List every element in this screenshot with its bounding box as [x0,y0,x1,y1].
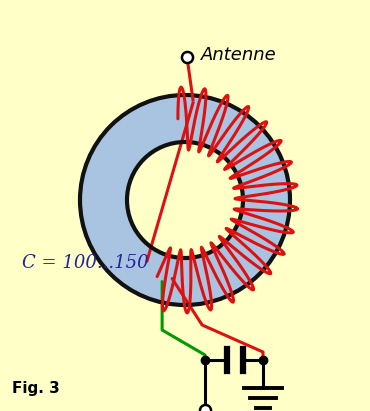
Circle shape [80,95,290,305]
Text: C = 100...150: C = 100...150 [22,254,149,272]
Text: Fig. 3: Fig. 3 [12,381,60,396]
Circle shape [127,142,243,258]
Text: Antenne: Antenne [201,46,277,64]
